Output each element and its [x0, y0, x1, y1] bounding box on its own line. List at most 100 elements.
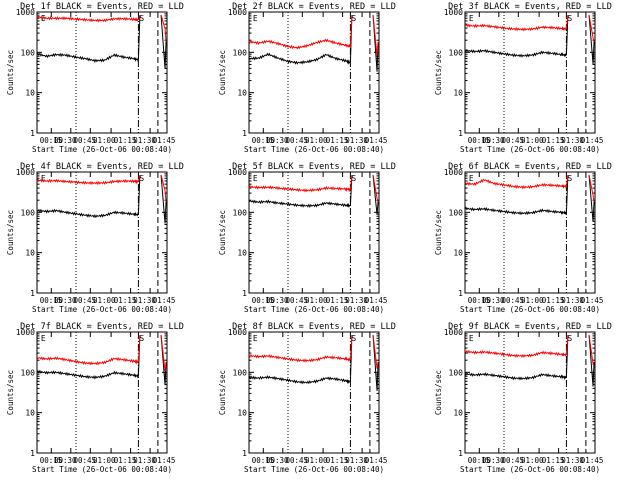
x-tick-label: 00:15	[468, 136, 491, 145]
series-spike	[349, 334, 353, 360]
plot-frame	[464, 11, 596, 134]
y-tick-label: 100	[233, 208, 248, 217]
x-tick-label: 00:45	[502, 296, 525, 305]
series-tail	[160, 174, 167, 203]
x-axis-label: Start Time (26-Oct-06 00:08:40)	[460, 305, 600, 314]
series-events	[464, 372, 567, 381]
series-spike	[349, 174, 353, 190]
series-spike	[565, 334, 569, 355]
x-tick-label: 01:30	[345, 296, 368, 305]
y-tick-label: 100	[233, 368, 248, 377]
series-tail	[160, 14, 167, 69]
series-spike	[137, 334, 141, 363]
x-tick-label: 01:00	[93, 296, 116, 305]
series-tail	[372, 174, 379, 203]
panel-title: Det 9f BLACK = Events, RED = LLD	[448, 322, 612, 332]
series-spike	[137, 174, 141, 215]
x-tick-label: 00:15	[252, 296, 275, 305]
x-tick-label: 00:30	[266, 296, 289, 305]
panel-title: Det 2f BLACK = Events, RED = LLD	[232, 2, 396, 12]
flag-e: E	[469, 334, 474, 343]
x-axis-label: Start Time (26-Oct-06 00:08:40)	[244, 145, 384, 154]
y-axis-label: Counts/sec	[434, 50, 443, 95]
x-tick-label: 01:00	[93, 456, 116, 465]
x-tick-label: 01:15	[542, 296, 565, 305]
series-spike	[137, 14, 141, 60]
x-tick-label: 01:15	[326, 136, 349, 145]
flag-e: E	[253, 14, 258, 23]
x-tick-label: 00:15	[252, 136, 275, 145]
series-events	[464, 48, 567, 58]
x-tick-label: 01:30	[345, 456, 368, 465]
series-lld	[464, 349, 567, 358]
x-tick-label: 01:30	[345, 136, 368, 145]
series-tail	[372, 334, 379, 391]
series-events	[36, 208, 139, 219]
series-lld	[36, 178, 139, 186]
series-tail	[588, 174, 595, 223]
series-tail	[588, 334, 595, 387]
y-tick-label: 1	[458, 289, 463, 298]
series-spike	[137, 14, 141, 20]
x-axis-label: Start Time (26-Oct-06 00:08:40)	[32, 305, 172, 314]
y-axis-label: Counts/sec	[218, 210, 227, 255]
panel-title: Det 6f BLACK = Events, RED = LLD	[448, 162, 612, 172]
x-tick-label: 00:45	[502, 456, 525, 465]
flag-e: E	[469, 14, 474, 23]
y-tick-label: 10	[237, 409, 247, 418]
x-tick-label: 00:30	[54, 296, 77, 305]
x-tick-label: 01:15	[114, 136, 137, 145]
flag-e: E	[469, 174, 474, 183]
y-tick-label: 1	[458, 129, 463, 138]
x-tick-label: 00:45	[74, 136, 97, 145]
panel-title: Det 8f BLACK = Events, RED = LLD	[232, 322, 396, 332]
panel-9: Det 9f BLACK = Events, RED = LLD 1 10 100 10…	[434, 322, 612, 474]
x-tick-label: 00:30	[54, 136, 77, 145]
x-axis-label: Start Time (26-Oct-06 00:08:40)	[244, 465, 384, 474]
x-axis-label: Start Time (26-Oct-06 00:08:40)	[460, 145, 600, 154]
x-tick-label: 00:30	[266, 456, 289, 465]
plot-frame	[464, 331, 596, 454]
panel-title: Det 4f BLACK = Events, RED = LLD	[20, 162, 184, 172]
y-axis-label: Counts/sec	[6, 50, 15, 95]
x-tick-label: 00:45	[74, 296, 97, 305]
y-tick-label: 100	[449, 48, 464, 57]
x-tick-label: 01:15	[114, 456, 137, 465]
series-tail	[160, 174, 167, 224]
series-tail	[372, 174, 379, 215]
series-lld	[36, 356, 139, 366]
plot-frame	[464, 171, 596, 294]
y-tick-label: 10	[237, 89, 247, 98]
series-tail	[372, 334, 379, 369]
x-tick-label: 01:45	[153, 296, 176, 305]
flag-s: S	[567, 174, 572, 183]
x-tick-label: 00:15	[468, 456, 491, 465]
y-tick-label: 1000	[228, 8, 247, 17]
series-tail	[588, 174, 595, 203]
panel-4: Det 4f BLACK = Events, RED = LLD 1 10 100 10…	[6, 162, 184, 314]
series-spike	[565, 14, 569, 30]
flag-e: E	[253, 334, 258, 343]
x-tick-label: 01:15	[326, 296, 349, 305]
series-lld	[248, 38, 351, 50]
x-tick-label: 00:45	[286, 456, 309, 465]
x-tick-label: 01:30	[133, 136, 156, 145]
x-tick-label: 01:45	[581, 136, 604, 145]
x-tick-label: 00:30	[482, 136, 505, 145]
y-tick-label: 10	[25, 409, 35, 418]
series-lld	[248, 353, 351, 363]
panel-8: Det 8f BLACK = Events, RED = LLD 1 10 100 10…	[218, 322, 396, 474]
series-spike	[565, 174, 569, 214]
x-tick-label: 01:00	[521, 456, 544, 465]
plot-frame	[248, 331, 380, 454]
panel-2: Det 2f BLACK = Events, RED = LLD 1 10 100 10…	[218, 2, 396, 154]
y-tick-label: 1000	[16, 168, 35, 177]
series-lld	[248, 184, 351, 193]
plot-frame	[36, 11, 168, 134]
x-tick-label: 00:30	[482, 456, 505, 465]
panel-5: Det 5f BLACK = Events, RED = LLD 1 10 100 10…	[218, 162, 396, 314]
x-tick-label: 01:00	[305, 136, 328, 145]
y-tick-label: 1	[242, 289, 247, 298]
flag-s: S	[567, 334, 572, 343]
plot-frame	[248, 11, 380, 134]
